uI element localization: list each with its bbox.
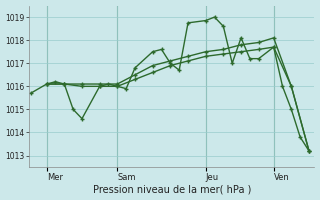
- X-axis label: Pression niveau de la mer( hPa ): Pression niveau de la mer( hPa ): [92, 184, 251, 194]
